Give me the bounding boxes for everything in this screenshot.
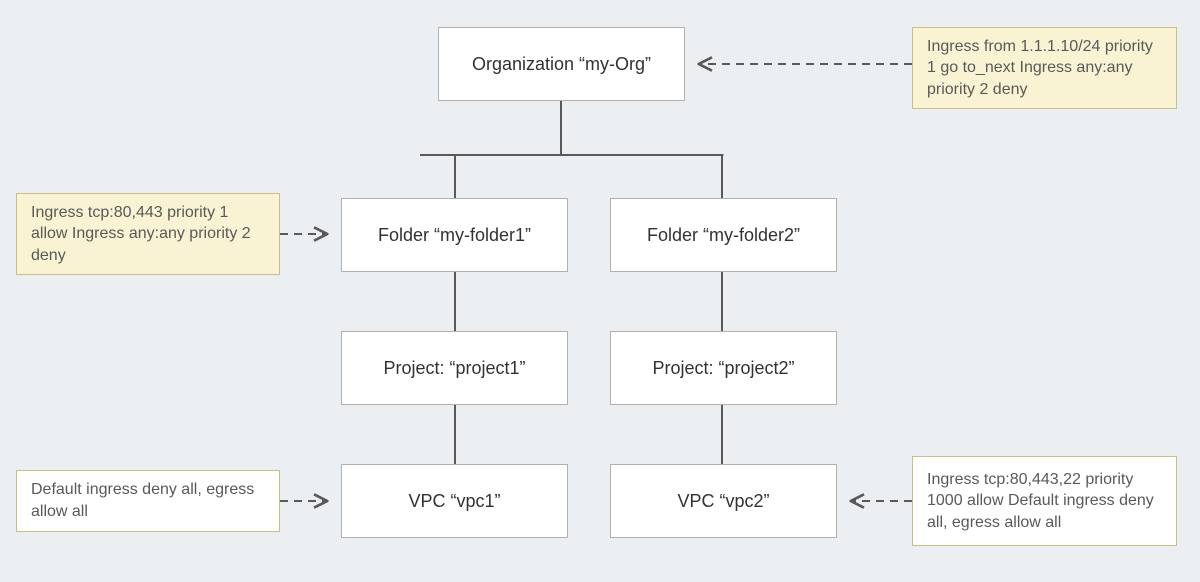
diagram-canvas: Organization “my-Org” Folder “my-folder1… (0, 0, 1200, 582)
org-label: Organization “my-Org” (472, 54, 651, 75)
vpc1-note-text: Default ingress deny all, egress allow a… (31, 479, 265, 522)
folder1-note-text: Ingress tcp:80,443 priority 1 allow Ingr… (31, 202, 265, 267)
vpc1-node: VPC “vpc1” (341, 464, 568, 538)
vpc2-label: VPC “vpc2” (677, 491, 769, 512)
vpc1-note: Default ingress deny all, egress allow a… (16, 470, 280, 532)
folder1-label: Folder “my-folder1” (378, 225, 531, 246)
folder1-node: Folder “my-folder1” (341, 198, 568, 272)
vpc2-node: VPC “vpc2” (610, 464, 837, 538)
folder2-node: Folder “my-folder2” (610, 198, 837, 272)
org-note-text: Ingress from 1.1.1.10/24 priority 1 go t… (927, 36, 1162, 101)
vpc2-note-text: Ingress tcp:80,443,22 priority 1000 allo… (927, 469, 1162, 534)
folder2-label: Folder “my-folder2” (647, 225, 800, 246)
project2-label: Project: “project2” (652, 358, 794, 379)
vpc2-note: Ingress tcp:80,443,22 priority 1000 allo… (912, 456, 1177, 546)
vpc1-label: VPC “vpc1” (408, 491, 500, 512)
project1-label: Project: “project1” (383, 358, 525, 379)
project1-node: Project: “project1” (341, 331, 568, 405)
project2-node: Project: “project2” (610, 331, 837, 405)
org-node: Organization “my-Org” (438, 27, 685, 101)
folder1-note: Ingress tcp:80,443 priority 1 allow Ingr… (16, 193, 280, 275)
org-note: Ingress from 1.1.1.10/24 priority 1 go t… (912, 27, 1177, 109)
